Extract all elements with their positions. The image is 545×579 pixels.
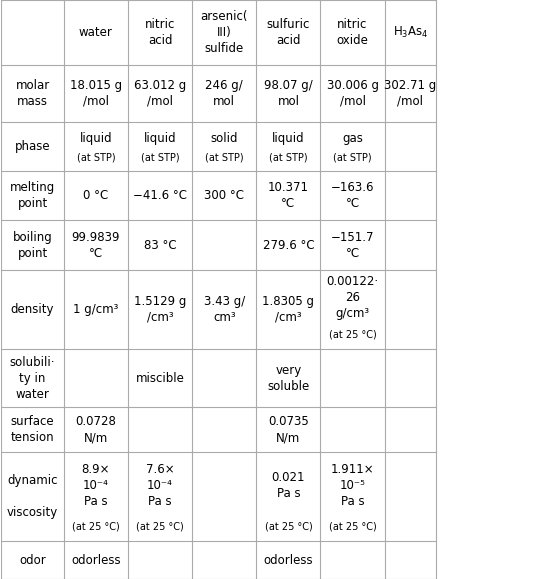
Text: 0.0735
N/m: 0.0735 N/m (268, 415, 309, 444)
Text: melting
point: melting point (10, 181, 55, 210)
Text: (at STP): (at STP) (333, 152, 372, 162)
Text: 246 g/
mol: 246 g/ mol (205, 79, 243, 108)
Text: 1.8305 g
/cm³: 1.8305 g /cm³ (262, 295, 314, 324)
Text: dynamic

viscosity: dynamic viscosity (7, 474, 58, 519)
Text: (at STP): (at STP) (141, 152, 179, 162)
Text: 98.07 g/
mol: 98.07 g/ mol (264, 79, 313, 108)
Text: (at STP): (at STP) (269, 152, 308, 162)
Text: 7.6×
10⁻⁴
Pa s: 7.6× 10⁻⁴ Pa s (146, 463, 174, 508)
Text: very
soluble: very soluble (267, 364, 310, 393)
Text: 1 g/cm³: 1 g/cm³ (73, 303, 119, 316)
Text: solubili·
ty in
water: solubili· ty in water (10, 356, 56, 401)
Text: H$_3$As$_4$: H$_3$As$_4$ (392, 25, 428, 40)
Text: (at STP): (at STP) (205, 152, 244, 162)
Text: liquid: liquid (144, 133, 177, 145)
Text: sulfuric
acid: sulfuric acid (267, 18, 310, 47)
Text: 99.9839
°C: 99.9839 °C (72, 230, 120, 260)
Text: 10.371
°C: 10.371 °C (268, 181, 309, 210)
Text: nitric
oxide: nitric oxide (337, 18, 368, 47)
Text: 30.006 g
/mol: 30.006 g /mol (326, 79, 379, 108)
Text: 1.911×
10⁻⁵
Pa s: 1.911× 10⁻⁵ Pa s (331, 463, 374, 508)
Text: solid: solid (210, 133, 238, 145)
Text: molar
mass: molar mass (15, 79, 50, 108)
Text: 83 °C: 83 °C (144, 239, 177, 252)
Text: (at 25 °C): (at 25 °C) (329, 329, 377, 340)
Text: water: water (79, 26, 113, 39)
Text: 0.021
Pa s: 0.021 Pa s (271, 471, 305, 500)
Text: −163.6
°C: −163.6 °C (331, 181, 374, 210)
Text: odorless: odorless (71, 554, 121, 567)
Text: 300 °C: 300 °C (204, 189, 244, 202)
Text: liquid: liquid (80, 133, 112, 145)
Text: (at STP): (at STP) (77, 152, 115, 162)
Text: odor: odor (19, 554, 46, 567)
Text: boiling
point: boiling point (13, 230, 52, 260)
Text: 0.0728
N/m: 0.0728 N/m (76, 415, 117, 444)
Text: 302.71 g
/mol: 302.71 g /mol (384, 79, 437, 108)
Text: density: density (11, 303, 54, 316)
Text: 0 °C: 0 °C (83, 189, 108, 202)
Text: odorless: odorless (264, 554, 313, 567)
Text: 8.9×
10⁻⁴
Pa s: 8.9× 10⁻⁴ Pa s (82, 463, 110, 508)
Text: nitric
acid: nitric acid (145, 18, 175, 47)
Text: gas: gas (342, 133, 363, 145)
Text: phase: phase (15, 140, 50, 153)
Text: miscible: miscible (136, 372, 185, 384)
Text: (at 25 °C): (at 25 °C) (329, 521, 377, 531)
Text: 3.43 g/
cm³: 3.43 g/ cm³ (204, 295, 245, 324)
Text: arsenic(
III)
sulfide: arsenic( III) sulfide (201, 10, 248, 55)
Text: −41.6 °C: −41.6 °C (133, 189, 187, 202)
Text: liquid: liquid (272, 133, 305, 145)
Text: (at 25 °C): (at 25 °C) (264, 521, 312, 531)
Text: 18.015 g
/mol: 18.015 g /mol (70, 79, 122, 108)
Text: (at 25 °C): (at 25 °C) (136, 521, 184, 531)
Text: −151.7
°C: −151.7 °C (331, 230, 374, 260)
Text: surface
tension: surface tension (11, 415, 54, 444)
Text: 1.5129 g
/cm³: 1.5129 g /cm³ (134, 295, 186, 324)
Text: 0.00122·
26
g/cm³: 0.00122· 26 g/cm³ (326, 275, 379, 320)
Text: (at 25 °C): (at 25 °C) (72, 521, 120, 531)
Text: 279.6 °C: 279.6 °C (263, 239, 314, 252)
Text: 63.012 g
/mol: 63.012 g /mol (134, 79, 186, 108)
